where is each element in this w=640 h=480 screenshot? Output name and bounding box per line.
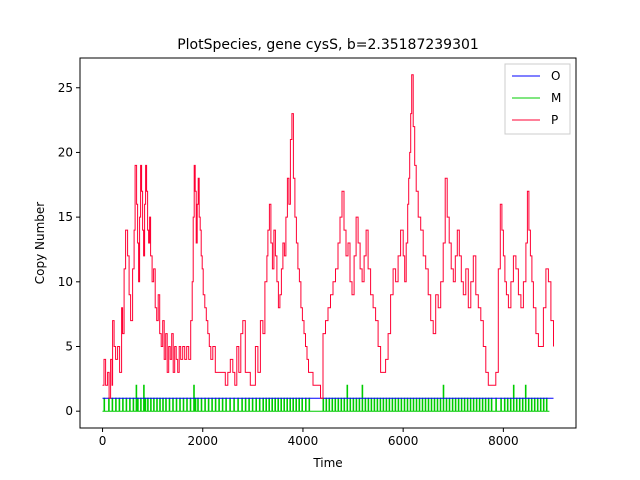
legend: OMP	[504, 63, 571, 135]
series-m-line	[102, 384, 550, 412]
legend-label-o: O	[551, 69, 560, 83]
x-tick-label: 4000	[288, 434, 319, 448]
x-tick-label: 6000	[388, 434, 419, 448]
legend-label-m: M	[551, 91, 561, 105]
legend-label-p: P	[551, 113, 558, 127]
y-axis-ticks: 0 5 10 15 20 25	[58, 81, 80, 418]
series-p-line	[102, 74, 554, 399]
x-tick-label: 0	[99, 434, 107, 448]
x-axis-ticks: 0 2000 4000 6000 8000	[99, 428, 519, 448]
y-tick-label: 0	[65, 404, 73, 418]
x-tick-label: 2000	[187, 434, 218, 448]
y-tick-label: 15	[58, 210, 73, 224]
y-tick-label: 25	[58, 81, 73, 95]
y-tick-label: 10	[58, 275, 73, 289]
series-layer	[102, 74, 554, 412]
plot-frame	[79, 57, 577, 429]
x-axis-title: Time	[312, 456, 342, 470]
y-tick-label: 5	[65, 339, 73, 353]
chart-title: PlotSpecies, gene cysS, b=2.35187239301	[177, 37, 479, 53]
y-tick-label: 20	[58, 145, 73, 159]
x-tick-label: 8000	[488, 434, 519, 448]
y-axis-title: Copy Number	[33, 202, 47, 285]
